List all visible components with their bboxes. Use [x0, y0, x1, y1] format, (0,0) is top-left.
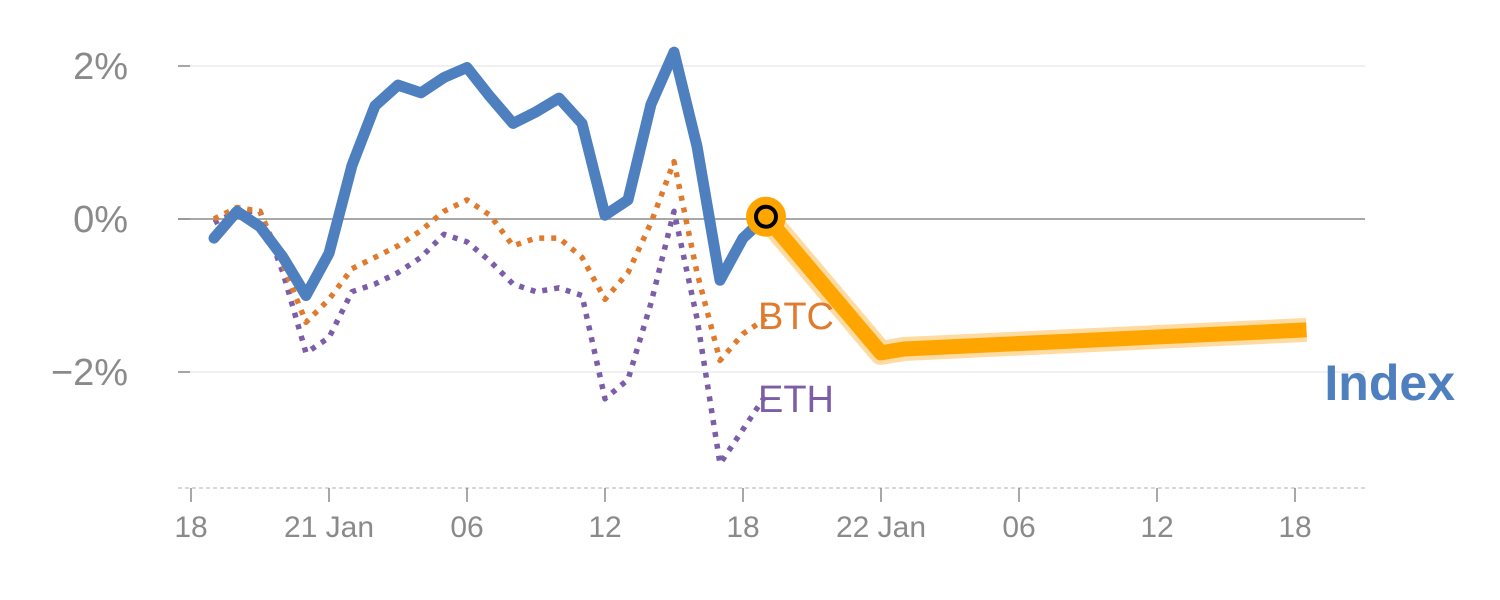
btc-series-label: BTC — [758, 296, 834, 338]
forecast-series-line — [760, 211, 1307, 361]
handoff-marker — [746, 196, 786, 237]
x-tick-label: 06 — [450, 511, 483, 544]
index-series-label: Index — [1324, 355, 1455, 411]
eth-series-line — [212, 208, 769, 467]
x-tick-label: 18 — [726, 511, 759, 544]
y-tick-label: 0% — [73, 199, 128, 241]
x-tick-label: 21 Jan — [284, 511, 374, 544]
eth-series-label: ETH — [758, 379, 834, 421]
x-tick-label: 06 — [1002, 511, 1035, 544]
series-lines — [208, 46, 1308, 467]
x-tick-label: 18 — [1278, 511, 1311, 544]
x-tick-label: 18 — [174, 511, 207, 544]
y-tick-label: −2% — [51, 352, 128, 394]
x-tick-label: 12 — [1140, 511, 1173, 544]
y-tick-label: 2% — [73, 46, 128, 88]
x-tick-label: 22 Jan — [836, 511, 926, 544]
y-axis-tick-labels: 2% 0% −2% — [51, 46, 128, 394]
x-tick-label: 12 — [588, 511, 621, 544]
x-axis — [178, 487, 1365, 502]
btc-series-line — [212, 158, 768, 364]
index-series-line — [208, 46, 772, 301]
x-axis-tick-labels: 18 21 Jan 06 12 18 22 Jan 06 12 18 — [174, 511, 1311, 544]
handoff-marker-inner — [754, 204, 778, 229]
